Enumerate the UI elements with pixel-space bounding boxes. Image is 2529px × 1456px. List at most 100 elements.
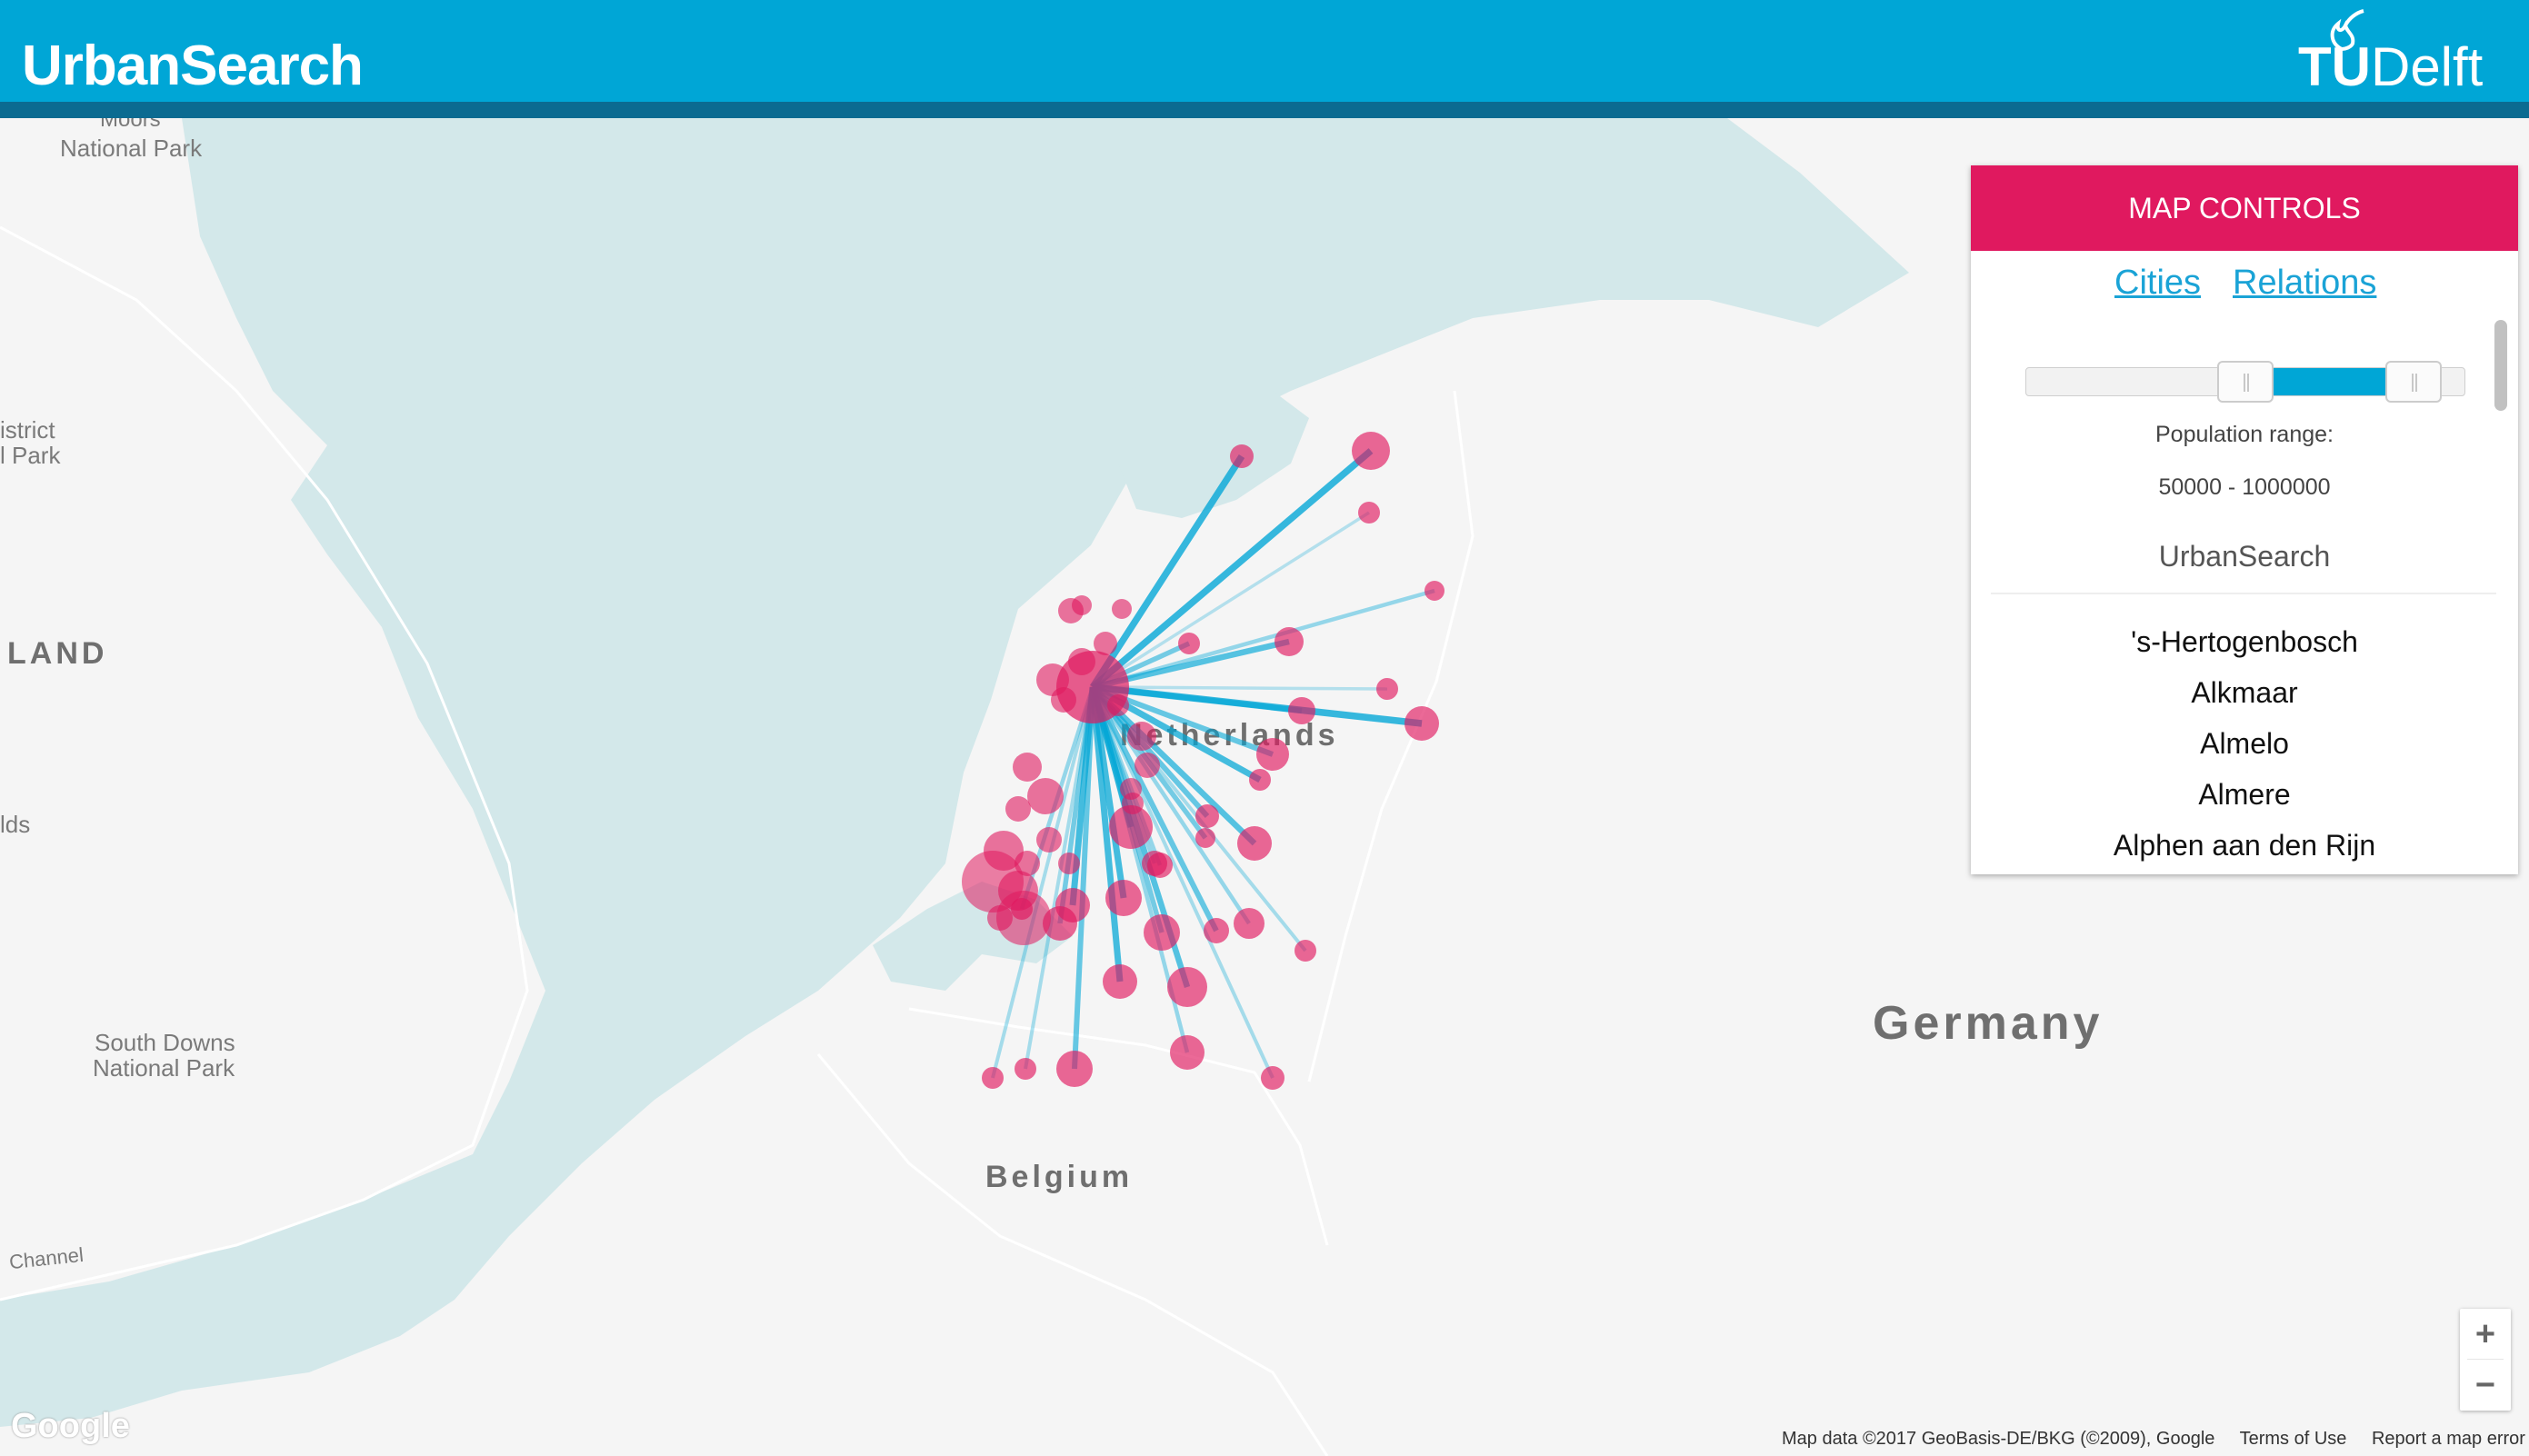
relation-line (1092, 511, 1370, 689)
relation-line (1057, 686, 1095, 924)
map-label-land: LAND (7, 636, 108, 671)
terms-link[interactable]: Terms of Use (2239, 1429, 2347, 1449)
map-label-south-downs-np: National Park (93, 1054, 235, 1082)
city-marker[interactable] (1230, 444, 1254, 468)
city-marker[interactable] (1167, 967, 1207, 1007)
ijsselmeer (1118, 391, 1309, 518)
map-label-l-park: l Park (0, 442, 61, 469)
wadden-sea (1091, 300, 1473, 391)
tu-delft-logo: TUDelft (2298, 9, 2516, 97)
city-marker[interactable] (1072, 595, 1092, 615)
city-list-item[interactable]: Alkmaar (2191, 676, 2298, 709)
city-marker[interactable] (1404, 706, 1439, 741)
population-range-label: Population range: (2155, 422, 2334, 447)
app-title: UrbanSearch (22, 35, 364, 97)
divider (1991, 593, 2496, 594)
relation-line (1089, 686, 1124, 982)
city-marker[interactable] (982, 1067, 1004, 1089)
city-marker[interactable] (1144, 914, 1180, 951)
slider-handle-min[interactable] (2217, 361, 2274, 403)
city-marker[interactable] (1135, 753, 1160, 778)
city-marker[interactable] (1036, 827, 1062, 853)
google-logo: Google (11, 1407, 130, 1445)
grip-icon (2411, 374, 2417, 392)
city-marker[interactable] (1358, 502, 1380, 524)
map-controls-panel: MAP CONTROLS Cities Relations Population… (1971, 165, 2518, 874)
relation-line (1091, 686, 1274, 1079)
city-list-item[interactable]: 's-Hertogenbosch (2131, 625, 2358, 658)
zoom-in-button[interactable]: + (2474, 1315, 2496, 1353)
city-marker[interactable] (1234, 908, 1264, 939)
city-list: 's-Hertogenbosch Alkmaar Almelo Almere A… (1971, 616, 2518, 874)
city-marker[interactable] (1195, 804, 1219, 828)
map-label-national-park: National Park (60, 135, 203, 162)
relation-line (1091, 685, 1251, 925)
city-marker[interactable] (1109, 805, 1153, 849)
map-label-germany: Germany (1873, 997, 2104, 1050)
map-label-south-downs: South Downs (95, 1029, 235, 1056)
city-marker[interactable] (1058, 853, 1080, 874)
flame-icon (2330, 9, 2364, 52)
city-marker-hub[interactable] (1056, 651, 1129, 723)
population-slider[interactable] (2025, 361, 2465, 403)
slider-handle-max[interactable] (2384, 361, 2442, 403)
city-marker[interactable] (1027, 778, 1064, 814)
relation-line (1089, 454, 1245, 690)
city-marker[interactable] (1237, 826, 1272, 861)
city-marker[interactable] (1249, 769, 1271, 791)
city-marker[interactable] (1043, 906, 1077, 941)
city-marker[interactable] (1127, 722, 1156, 751)
border-nl-de (1307, 390, 1474, 1082)
city-marker[interactable] (1424, 581, 1444, 601)
city-marker[interactable] (1112, 599, 1132, 619)
city-marker[interactable] (1015, 1058, 1036, 1080)
uk-coast (0, 225, 529, 1301)
city-marker[interactable] (1288, 697, 1315, 724)
relation-line (1090, 685, 1219, 932)
header-underline (0, 102, 2529, 118)
relation-line (1090, 448, 1374, 690)
panel-scrollbar[interactable] (2494, 320, 2507, 411)
grip-icon (2244, 374, 2249, 392)
map-attribution: Map data ©2017 GeoBasis-DE/BKG (©2009), … (1782, 1429, 2529, 1450)
population-range-value: 50000 - 1000000 (2158, 474, 2331, 500)
city-marker[interactable] (1142, 851, 1167, 876)
tab-relations[interactable]: Relations (2233, 264, 2377, 302)
relation-line (1072, 686, 1095, 1070)
relation-line (1092, 685, 1388, 691)
city-marker[interactable] (1352, 432, 1390, 470)
city-marker[interactable] (1261, 1066, 1284, 1090)
city-list-item[interactable]: Almere (2198, 778, 2291, 811)
city-marker[interactable] (1005, 796, 1031, 822)
city-marker[interactable] (1204, 918, 1229, 943)
city-marker[interactable] (1178, 633, 1200, 654)
divider (2467, 1359, 2504, 1360)
city-marker[interactable] (1376, 678, 1398, 700)
city-marker[interactable] (1056, 1051, 1093, 1087)
tab-cities[interactable]: Cities (2114, 264, 2202, 302)
map-label-belgium: Belgium (985, 1160, 1134, 1194)
city-list-item[interactable]: Alphen aan den Rijn (2113, 829, 2376, 862)
north-sea (0, 118, 1909, 1427)
city-list-item[interactable]: Almelo (2200, 727, 2289, 760)
zoom-out-button[interactable]: − (2474, 1366, 2496, 1404)
city-marker[interactable] (1094, 632, 1117, 655)
city-marker[interactable] (1294, 940, 1316, 962)
relation-line (991, 686, 1095, 1079)
city-marker[interactable] (1256, 738, 1289, 771)
report-error-link[interactable]: Report a map error (2371, 1429, 2525, 1449)
city-list-title: UrbanSearch (2158, 540, 2331, 573)
city-marker[interactable] (1011, 898, 1033, 920)
city-marker[interactable] (1103, 964, 1137, 999)
app-header: UrbanSearch TUDelft (0, 0, 2529, 102)
map-label-moors: Moors (100, 118, 161, 132)
city-marker[interactable] (1013, 753, 1042, 782)
map-controls-header: MAP CONTROLS (1971, 165, 2518, 251)
map-label-lds: lds (0, 811, 31, 838)
city-marker[interactable] (1195, 828, 1215, 848)
logo-tu: TU (2298, 36, 2371, 97)
city-marker[interactable] (1274, 627, 1304, 656)
city-marker[interactable] (1120, 778, 1142, 800)
city-marker[interactable] (1170, 1035, 1205, 1070)
city-marker[interactable] (1105, 880, 1142, 916)
